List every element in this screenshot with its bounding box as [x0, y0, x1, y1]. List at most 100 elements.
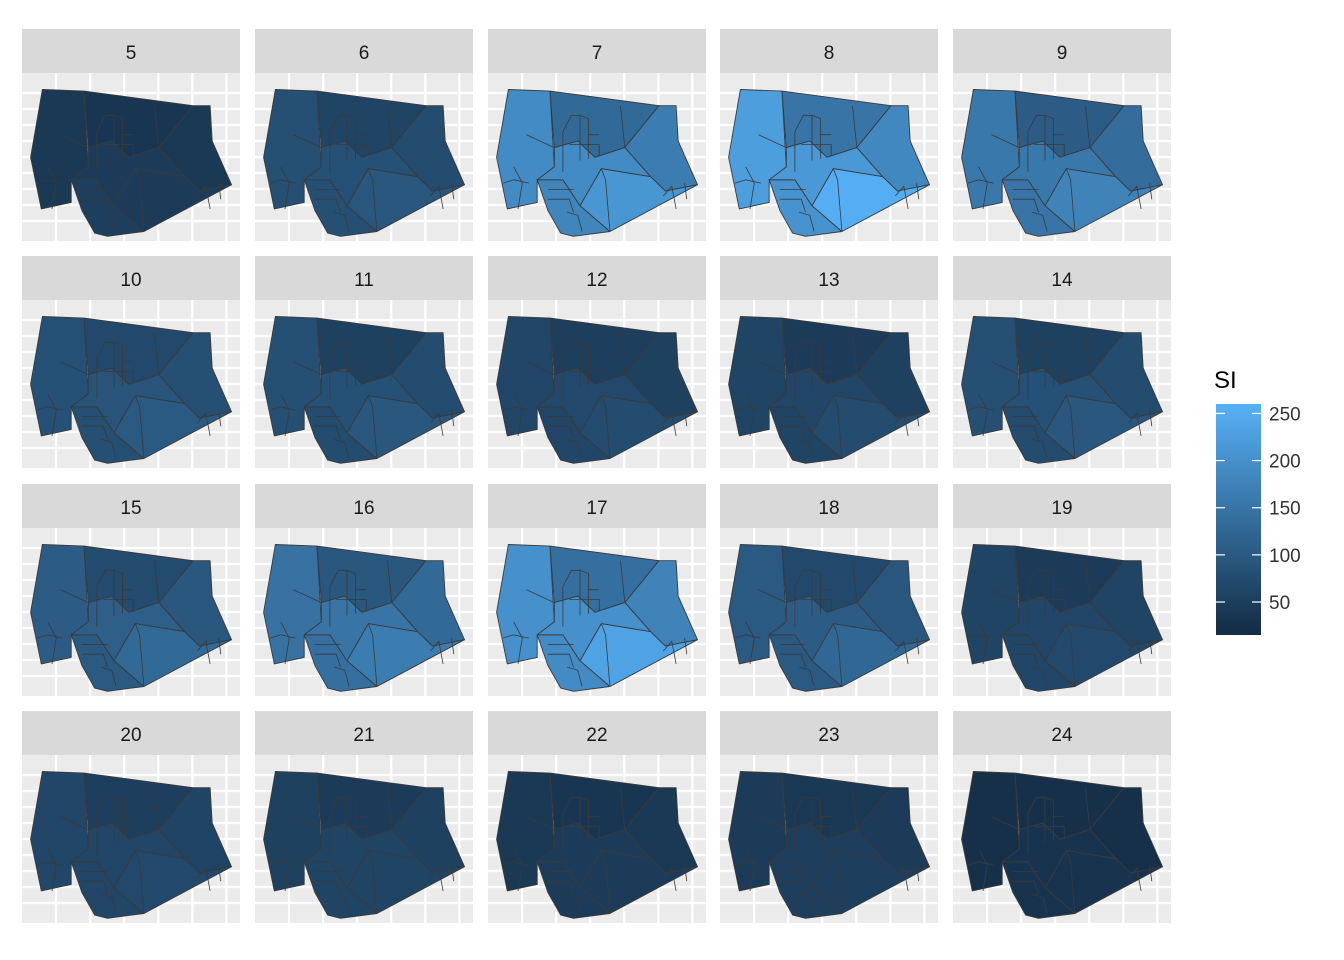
map-boundary-line — [113, 796, 123, 841]
map-boundary-line — [269, 406, 296, 411]
map-boundary-line — [103, 599, 134, 611]
map-boundary-line — [336, 143, 367, 156]
map-boundary-line — [620, 787, 626, 830]
map-boundary-line — [779, 198, 806, 213]
map-boundary-line — [569, 599, 600, 611]
map-boundary-line — [134, 395, 145, 459]
map-boundary-line — [346, 796, 356, 841]
facet-strip-label: 23 — [818, 725, 839, 746]
map-boundary-line — [329, 114, 348, 161]
facet-strip-label: 7 — [592, 43, 603, 64]
map-boundary-line — [526, 589, 555, 603]
map-boundary-line — [978, 393, 988, 436]
facet-strip-label: 20 — [120, 725, 141, 746]
facet-strip-label: 10 — [120, 270, 141, 291]
map-boundary-line — [367, 395, 378, 459]
map-boundary-line — [811, 796, 821, 841]
facet-strip-label: 9 — [1057, 43, 1068, 64]
map-boundary-line — [336, 826, 367, 838]
map-boundary-line — [758, 816, 787, 830]
map-boundary-line — [502, 179, 529, 184]
map-boundary-line — [134, 168, 145, 232]
map-boundary-line — [779, 425, 806, 440]
map-boundary-line — [336, 599, 367, 611]
map-boundary-line — [154, 787, 160, 830]
map-boundary-line — [1127, 185, 1142, 209]
legend-title: SI — [1214, 367, 1237, 394]
map-boundary-line — [1127, 867, 1142, 891]
map-boundary-line — [566, 893, 583, 914]
facet-panel: 9 — [953, 29, 1171, 241]
map-boundary-line — [1044, 796, 1054, 841]
map-boundary-line — [562, 796, 581, 843]
map-boundary-line — [346, 114, 356, 159]
map-boundary-line — [684, 638, 688, 655]
map-boundary-line — [579, 114, 589, 159]
map-boundary-line — [1034, 826, 1065, 838]
map-boundary-line — [684, 865, 688, 882]
map-boundary-line — [36, 179, 63, 184]
map-boundary-line — [745, 848, 755, 891]
map-boundary-line — [798, 666, 815, 687]
map-boundary-line — [794, 341, 813, 388]
legend-tick-label: 100 — [1269, 546, 1301, 567]
map-boundary-line — [502, 406, 529, 411]
map-boundary-line — [1085, 787, 1091, 830]
map-boundary-line — [991, 134, 1020, 148]
facet-strip-label: 22 — [586, 725, 607, 746]
map-boundary-line — [113, 341, 123, 386]
map-boundary-line — [314, 425, 341, 440]
facet-strip — [953, 711, 1171, 755]
map-boundary-line — [978, 166, 988, 209]
facet-strip — [488, 484, 706, 528]
map-boundary-line — [758, 589, 787, 603]
map-boundary-line — [547, 425, 574, 440]
map-boundary-line — [967, 861, 994, 866]
facet-panel: 5 — [22, 29, 240, 241]
map-boundary-line — [916, 183, 920, 200]
map-boundary-line — [346, 569, 356, 614]
map-boundary-line — [745, 621, 755, 664]
map-boundary-line — [916, 865, 920, 882]
map-boundary-line — [293, 361, 322, 375]
map-boundary-line — [978, 621, 988, 664]
facet-strip-label: 18 — [818, 498, 839, 519]
map-boundary-line — [978, 848, 988, 891]
map-boundary-line — [333, 666, 350, 687]
map-boundary-line — [916, 638, 920, 655]
map-boundary-line — [293, 589, 322, 603]
legend-tick-label: 200 — [1269, 452, 1301, 473]
map-boundary-line — [894, 867, 909, 891]
map-boundary-line — [967, 634, 994, 639]
map-boundary-line — [832, 850, 843, 914]
facet-panel: 19 — [953, 484, 1171, 696]
map-boundary-line — [513, 621, 523, 664]
map-boundary-line — [662, 412, 677, 436]
map-boundary-line — [1012, 653, 1039, 668]
map-boundary-line — [134, 623, 145, 687]
map-boundary-line — [569, 143, 600, 156]
map-boundary-line — [1065, 168, 1076, 232]
facet-panel: 7 — [488, 29, 706, 241]
facet-strip — [488, 711, 706, 755]
map-boundary-line — [852, 787, 858, 830]
map-boundary-line — [451, 410, 455, 427]
map-boundary-line — [333, 893, 350, 914]
map-boundary-line — [852, 105, 858, 148]
map-boundary-line — [451, 638, 455, 655]
map-boundary-line — [96, 114, 115, 161]
map-boundary-line — [566, 438, 583, 459]
facet-panel: 11 — [255, 256, 473, 468]
facet-strip — [255, 484, 473, 528]
map-boundary-line — [779, 880, 806, 895]
map-boundary-line — [451, 865, 455, 882]
map-boundary-line — [1027, 569, 1046, 616]
map-boundary-line — [1085, 560, 1091, 603]
map-boundary-line — [758, 134, 787, 148]
map-boundary-line — [502, 634, 529, 639]
facet-strip-label: 24 — [1051, 725, 1073, 746]
map-boundary-line — [745, 166, 755, 209]
map-boundary-line — [991, 816, 1020, 830]
map-boundary-line — [566, 666, 583, 687]
map-boundary-line — [811, 114, 821, 159]
